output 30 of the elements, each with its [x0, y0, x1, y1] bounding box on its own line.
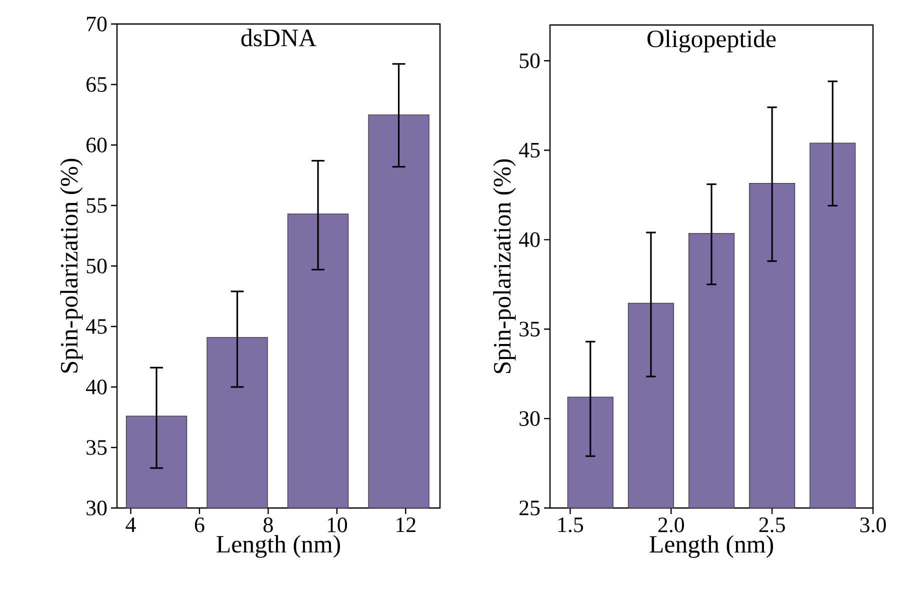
- x-tick-label: 2.5: [759, 518, 785, 532]
- y-tick-label: 65: [86, 77, 107, 92]
- y-tick-label: 50: [520, 53, 540, 68]
- x-tick-label: 4: [126, 518, 136, 532]
- y-tick-label: 70: [87, 16, 107, 32]
- x-tick-label: 6: [194, 518, 204, 532]
- x-tick-label: 8: [264, 518, 273, 532]
- x-axis-title: Length (nm): [216, 535, 340, 558]
- y-tick-label: 40: [518, 232, 540, 248]
- y-tick-label: 55: [86, 198, 107, 213]
- y-axis-title: Spin-polarization (%): [60, 158, 83, 373]
- y-tick-label: 30: [86, 500, 107, 516]
- y-tick-label: 60: [86, 138, 107, 152]
- x-axis-title: Length (nm): [650, 535, 774, 558]
- y-tick-label: 35: [520, 322, 540, 336]
- y-tick-label: 50: [86, 258, 107, 274]
- x-tick-label: 10: [328, 518, 348, 532]
- chart-title: Oligopeptide: [648, 30, 776, 52]
- y-tick-label: 45: [86, 319, 107, 334]
- x-tick-label: 12: [396, 518, 416, 532]
- y-tick-label: 35: [86, 440, 107, 455]
- y-tick-label: 30: [520, 411, 540, 426]
- chart-title: dsDNA: [241, 28, 316, 46]
- y-axis-title: Spin-polarization (%): [493, 159, 516, 374]
- x-tick-label: 2.0: [658, 518, 684, 532]
- x-tick-label: 3.0: [860, 518, 886, 532]
- y-tick-label: 45: [518, 142, 540, 158]
- y-tick-label: 40: [86, 380, 107, 394]
- y-tick-label: 25: [520, 500, 540, 516]
- x-tick-label: 1.5: [558, 518, 584, 532]
